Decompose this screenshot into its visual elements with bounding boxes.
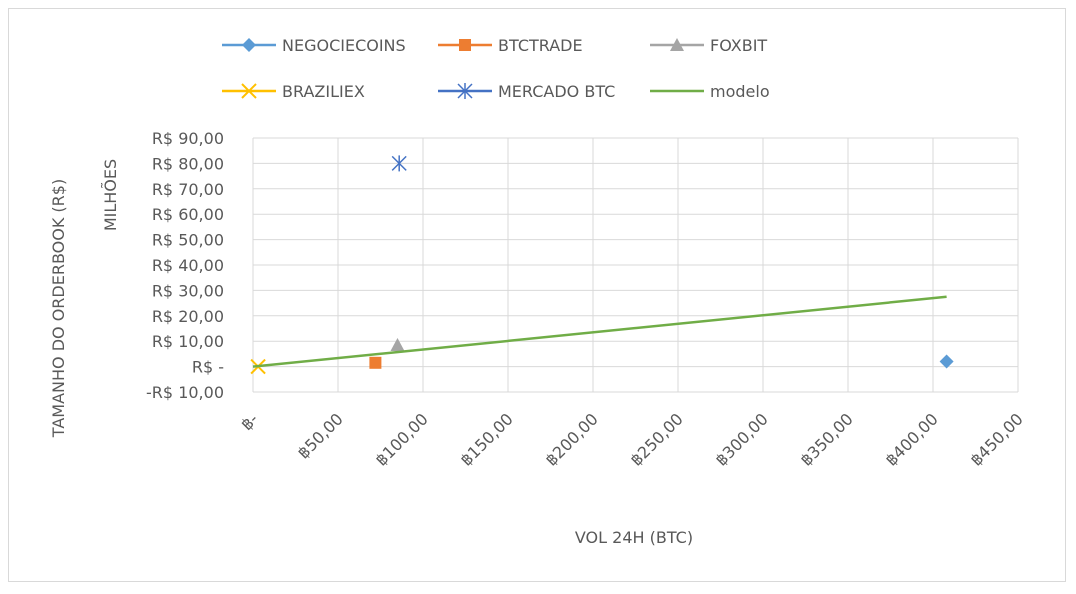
data-series <box>250 155 954 375</box>
y-tick-label: R$ 90,00 <box>152 129 224 148</box>
legend-marker <box>241 83 257 99</box>
legend-item-btctrade: BTCTRADE <box>438 36 583 55</box>
y-axis-tick-labels: -R$ 10,00 R$ - R$ 10,00 R$ 20,00 R$ 30,00 R$ … <box>146 129 224 402</box>
y-tick-label: R$ - <box>192 358 224 377</box>
x-tick-label: ฿150,00 <box>457 409 517 469</box>
legend-marker <box>457 83 473 99</box>
point-mercado-btc <box>391 155 407 172</box>
y-axis-title: TAMANHO DO ORDERBOOK (R$) <box>49 179 68 438</box>
legend-item-negociecoins: NEGOCIECOINS <box>222 36 406 55</box>
point-negociecoins <box>939 354 954 369</box>
legend: NEGOCIECOINS BTCTRADE FOXBIT BRAZILIEX MERCA… <box>222 36 770 101</box>
legend-marker <box>459 39 471 51</box>
legend-label: MERCADO BTC <box>498 82 615 101</box>
point-foxbit <box>390 338 405 352</box>
x-tick-label: ฿- <box>237 409 262 434</box>
y-tick-label: R$ 40,00 <box>152 256 224 275</box>
x-tick-label: ฿300,00 <box>712 409 772 469</box>
chart-frame <box>8 8 1066 582</box>
legend-item-modelo: modelo <box>650 82 770 101</box>
gridlines <box>252 137 1019 393</box>
legend-label: FOXBIT <box>710 36 767 55</box>
y-tick-label: R$ 60,00 <box>152 205 224 224</box>
x-tick-label: ฿400,00 <box>882 409 942 469</box>
legend-label: NEGOCIECOINS <box>282 36 406 55</box>
legend-item-braziliex: BRAZILIEX <box>222 82 365 101</box>
legend-marker <box>670 38 684 51</box>
y-tick-label: R$ 80,00 <box>152 154 224 173</box>
x-tick-label: ฿200,00 <box>542 409 602 469</box>
x-tick-label: ฿100,00 <box>372 409 432 469</box>
point-btctrade <box>369 356 382 369</box>
y-tick-label: -R$ 10,00 <box>146 383 224 402</box>
y-tick-label: R$ 70,00 <box>152 180 224 199</box>
legend-label: BRAZILIEX <box>282 82 365 101</box>
legend-marker <box>242 38 256 52</box>
legend-item-foxbit: FOXBIT <box>650 36 767 55</box>
y-tick-label: R$ 30,00 <box>152 281 224 300</box>
y-axis-unit-label: MILHÕES <box>101 159 120 231</box>
x-tick-label: ฿350,00 <box>797 409 857 469</box>
legend-label: BTCTRADE <box>498 36 583 55</box>
x-tick-label: ฿250,00 <box>627 409 687 469</box>
y-tick-label: R$ 20,00 <box>152 307 224 326</box>
legend-label: modelo <box>710 82 770 101</box>
x-tick-label: ฿450,00 <box>967 409 1027 469</box>
series-line-modelo <box>252 295 947 368</box>
x-axis-title: VOL 24H (BTC) <box>575 528 693 547</box>
x-tick-label: ฿50,00 <box>294 409 347 462</box>
y-tick-label: R$ 50,00 <box>152 231 224 250</box>
legend-item-mercado-btc: MERCADO BTC <box>438 82 615 101</box>
x-axis-tick-labels: ฿- ฿50,00 ฿100,00 ฿150,00 ฿200,00 ฿250,00 ฿300… <box>237 409 1027 469</box>
y-tick-label: R$ 10,00 <box>152 332 224 351</box>
